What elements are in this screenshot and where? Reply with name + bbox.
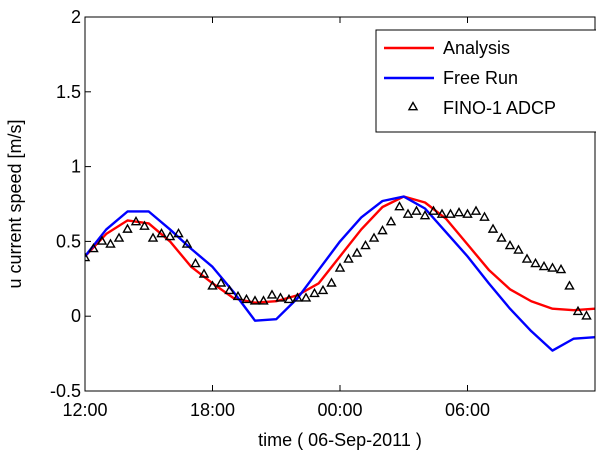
data-point-fino-1-adcp <box>470 205 482 215</box>
data-point-fino-1-adcp <box>453 207 465 217</box>
data-point-fino-1-adcp <box>521 253 533 263</box>
data-point-fino-1-adcp <box>215 277 227 287</box>
data-point-fino-1-adcp <box>462 208 473 218</box>
data-point-fino-1-adcp <box>122 223 133 233</box>
data-point-fino-1-adcp <box>309 287 320 298</box>
data-point-fino-1-adcp <box>198 268 210 278</box>
data-point-fino-1-adcp <box>368 232 380 242</box>
data-point-fino-1-adcp <box>564 280 575 290</box>
data-point-fino-1-adcp <box>266 289 278 299</box>
x-tick-label: 06:00 <box>445 400 490 420</box>
data-point-fino-1-adcp <box>85 251 91 262</box>
data-point-fino-1-adcp <box>224 284 235 295</box>
legend-label-fino1-adcp: FINO-1 ADCP <box>443 98 556 118</box>
data-point-fino-1-adcp <box>555 263 567 274</box>
data-point-fino-1-adcp <box>139 220 150 230</box>
y-axis-label: u current speed [m/s] <box>5 119 25 288</box>
x-axis-label: time ( 06-Sep-2011 ) <box>258 430 422 450</box>
data-point-fino-1-adcp <box>96 235 108 245</box>
data-point-fino-1-adcp <box>190 257 201 268</box>
data-point-fino-1-adcp <box>428 205 439 215</box>
data-point-fino-1-adcp <box>317 284 329 295</box>
data-point-fino-1-adcp <box>436 208 448 218</box>
legend-label-analysis: Analysis <box>443 38 510 58</box>
data-point-fino-1-adcp <box>147 232 159 242</box>
data-point-fino-1-adcp <box>530 257 541 268</box>
tick-labels: 12:00 18:00 00:00 06:00 -0.5 0 0.5 1 1.5 2 <box>50 7 490 420</box>
data-point-fino-1-adcp <box>181 238 193 248</box>
data-point-fino-1-adcp <box>394 201 405 211</box>
data-point-fino-1-adcp <box>173 227 184 238</box>
data-point-fino-1-adcp <box>326 277 337 287</box>
data-point-fino-1-adcp <box>292 292 303 302</box>
data-point-fino-1-adcp <box>283 293 295 304</box>
data-point-fino-1-adcp <box>496 232 507 242</box>
y-tick-label: 2 <box>71 7 81 27</box>
series-line-analysis <box>85 195 595 312</box>
data-point-fino-1-adcp <box>513 244 524 254</box>
data-point-fino-1-adcp <box>572 305 584 316</box>
data-point-fino-1-adcp <box>360 239 371 250</box>
data-point-fino-1-adcp <box>385 216 397 226</box>
y-tick-label: 0 <box>71 306 81 326</box>
data-point-fino-1-adcp <box>402 208 414 218</box>
series-layer <box>85 195 595 352</box>
data-point-fino-1-adcp <box>113 232 125 242</box>
data-point-fino-1-adcp <box>156 227 167 238</box>
y-tick-label: 0.5 <box>56 231 81 251</box>
x-tick-label: 18:00 <box>190 400 235 420</box>
data-point-fino-1-adcp <box>343 253 354 263</box>
data-point-fino-1-adcp <box>419 210 431 220</box>
legend-swatch-fino1-adcp <box>407 101 419 111</box>
data-point-fino-1-adcp <box>538 260 550 271</box>
y-tick-label: -0.5 <box>50 381 81 401</box>
data-point-fino-1-adcp <box>547 262 558 272</box>
data-point-fino-1-adcp <box>232 290 244 301</box>
data-point-fino-1-adcp <box>504 239 516 250</box>
data-point-fino-1-adcp <box>207 280 218 290</box>
data-point-fino-1-adcp <box>258 295 269 305</box>
y-tick-label: 1 <box>71 157 81 177</box>
legend-label-fino1-adcp-free-run: Free Run <box>443 68 518 88</box>
data-point-fino-1-adcp <box>445 208 456 218</box>
y-tick-label: 1.5 <box>56 82 81 102</box>
data-point-fino-1-adcp <box>249 295 261 305</box>
data-point-fino-1-adcp <box>300 292 312 302</box>
plot-frame <box>84 16 596 392</box>
data-point-fino-1-adcp <box>241 293 252 304</box>
data-point-fino-1-adcp <box>275 292 286 302</box>
series-line-free-run <box>85 195 595 352</box>
data-point-fino-1-adcp <box>334 262 346 272</box>
data-point-fino-1-adcp <box>88 242 99 253</box>
x-tick-label: 00:00 <box>317 400 362 420</box>
legend: Analysis Free Run FINO-1 ADCP <box>375 29 596 133</box>
data-point-fino-1-adcp <box>377 225 388 235</box>
data-point-fino-1-adcp <box>581 310 592 320</box>
x-tick-label: 12:00 <box>62 400 107 420</box>
data-point-fino-1-adcp <box>411 205 422 215</box>
data-point-fino-1-adcp <box>130 216 142 226</box>
data-point-fino-1-adcp <box>487 223 499 233</box>
data-point-fino-1-adcp <box>351 247 363 257</box>
data-point-fino-1-adcp <box>105 238 116 248</box>
data-point-fino-1-adcp <box>479 211 490 221</box>
data-point-fino-1-adcp <box>164 230 176 241</box>
